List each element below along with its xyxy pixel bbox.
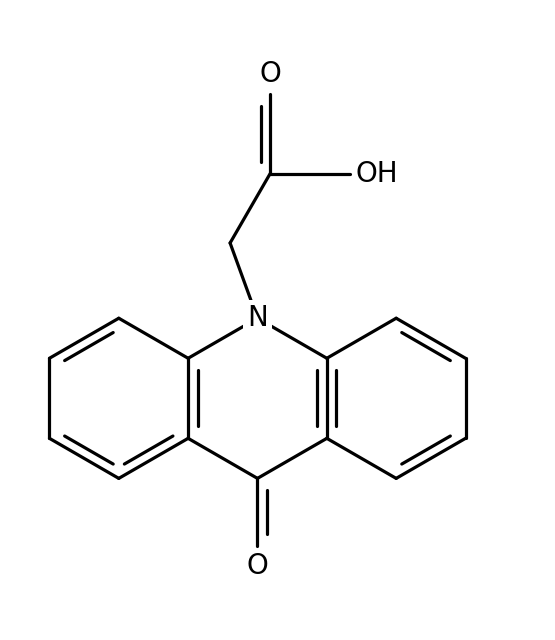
Text: O: O: [259, 60, 281, 88]
Text: N: N: [247, 304, 268, 332]
Text: OH: OH: [356, 159, 398, 188]
Text: O: O: [246, 552, 269, 580]
